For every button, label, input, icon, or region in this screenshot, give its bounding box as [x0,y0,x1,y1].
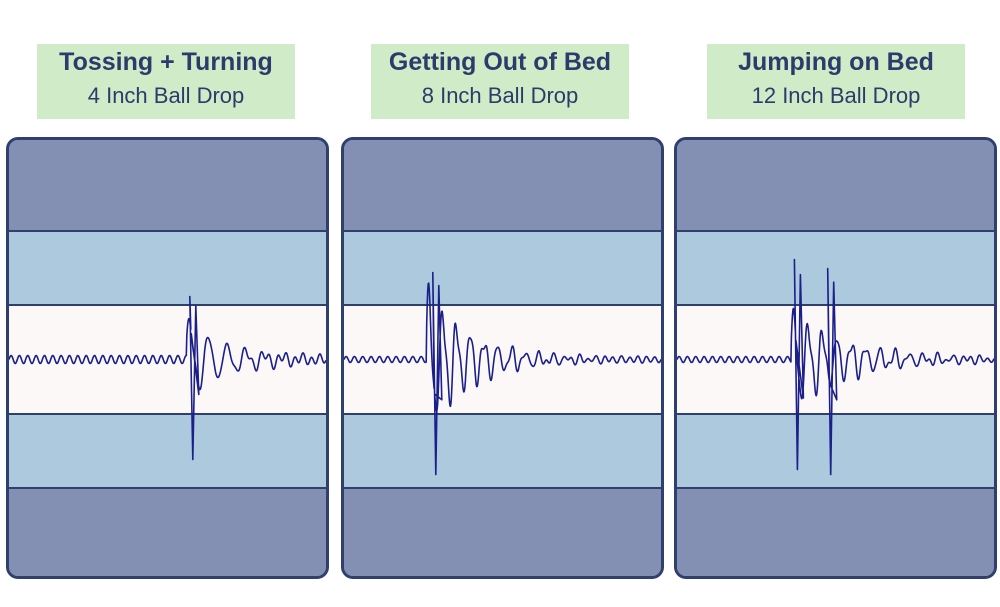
center-band [344,306,661,413]
waveform-line [9,295,326,461]
outer-band-top [344,140,661,230]
waveform-line [344,271,661,476]
header-3: Jumping on Bed 12 Inch Ball Drop [707,44,965,119]
middle-band-top [9,230,326,306]
middle-band-bottom [344,413,661,489]
outer-band-bottom [9,489,326,576]
header-1: Tossing + Turning 4 Inch Ball Drop [37,44,295,119]
waveform-chart [677,258,994,476]
chart-subtitle: 8 Inch Ball Drop [421,83,579,108]
waveform-panel-3 [674,137,997,579]
outer-band-top [677,140,994,230]
middle-band-top [344,230,661,306]
middle-band-top [677,230,994,306]
middle-band-bottom [9,413,326,489]
waveform-line [677,258,994,476]
outer-band-bottom [677,489,994,576]
header-2: Getting Out of Bed 8 Inch Ball Drop [371,44,629,119]
waveform-chart [9,295,326,461]
middle-band-bottom [677,413,994,489]
chart-title: Tossing + Turning [59,48,273,76]
chart-title: Jumping on Bed [738,48,934,76]
chart-subtitle: 4 Inch Ball Drop [87,83,245,108]
outer-band-top [9,140,326,230]
chart-subtitle: 12 Inch Ball Drop [751,83,921,108]
waveform-panel-2 [341,137,664,579]
waveform-chart [344,271,661,476]
chart-title: Getting Out of Bed [388,48,612,76]
outer-band-bottom [344,489,661,576]
waveform-panel-1 [6,137,329,579]
